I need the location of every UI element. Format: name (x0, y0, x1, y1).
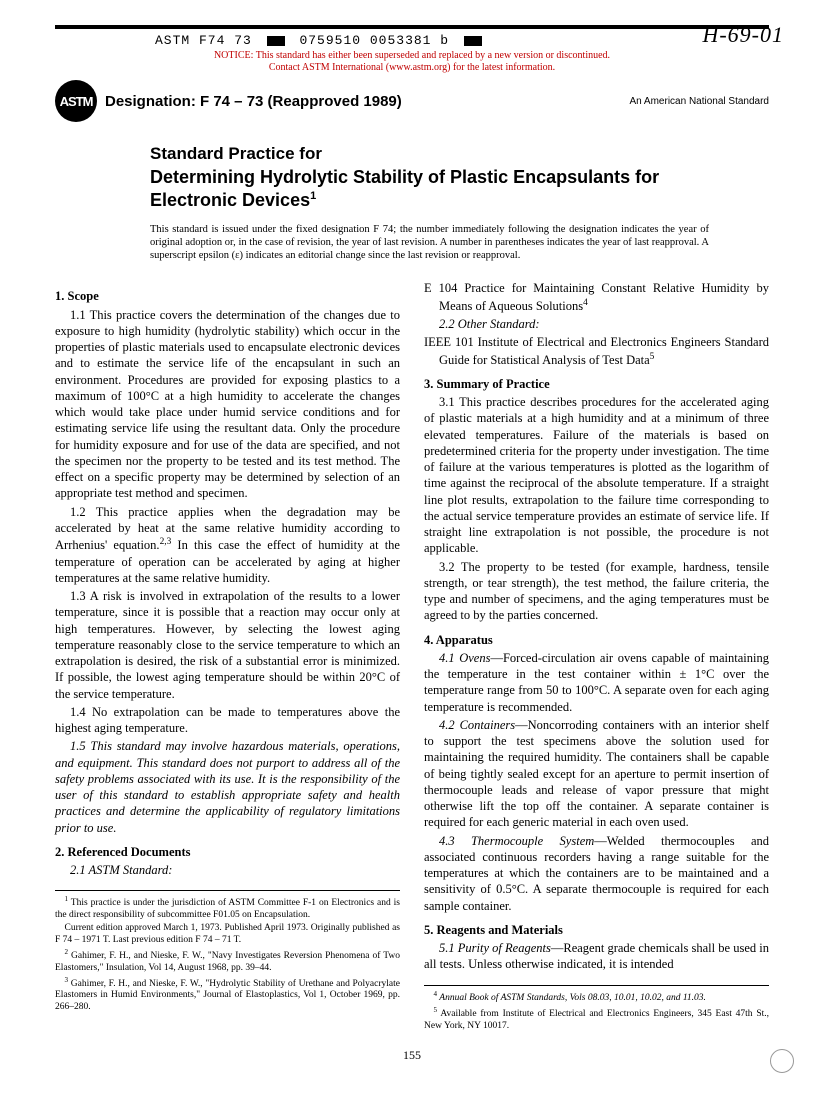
scope-heading: 1. Scope (55, 288, 400, 304)
para-3-1: 3.1 This practice describes procedures f… (424, 394, 769, 557)
footnote-4-text: Annual Book of ASTM Standards, Vols 08.0… (437, 993, 706, 1003)
notice-line-2: Contact ASTM International (www.astm.org… (269, 62, 555, 73)
ref-e104-text: E 104 Practice for Maintaining Constant … (424, 281, 769, 312)
para-2-2: 2.2 Other Standard: (424, 316, 769, 332)
ref-e104: E 104 Practice for Maintaining Constant … (424, 280, 769, 314)
sup-2-3: 2,3 (160, 537, 172, 547)
para-2-1: 2.1 ASTM Standard: (55, 862, 400, 878)
title-main-text: Determining Hydrolytic Stability of Plas… (150, 167, 659, 210)
header-seq: 0759510 0053381 b (299, 33, 449, 48)
ref-ieee-sup: 5 (650, 352, 655, 362)
block-glyph (464, 36, 482, 46)
para-5-1: 5.1 Purity of Reagents—Reagent grade che… (424, 940, 769, 973)
title-block: Standard Practice for Determining Hydrol… (150, 144, 709, 211)
para-3-2: 3.2 The property to be tested (for examp… (424, 559, 769, 624)
footnote-3-text: Gahimer, F. H., and Nieske, F. W., "Hydr… (55, 979, 400, 1012)
para-4-2: 4.2 Containers—Noncorroding containers w… (424, 717, 769, 831)
body-columns: 1. Scope 1.1 This practice covers the de… (55, 280, 769, 1032)
footnote-4: 4 Annual Book of ASTM Standards, Vols 08… (424, 990, 769, 1005)
para-1-3: 1.3 A risk is involved in extrapolation … (55, 588, 400, 702)
para-1-5: 1.5 This standard may involve hazardous … (55, 738, 400, 836)
ref-ieee: IEEE 101 Institute of Electrical and Ele… (424, 334, 769, 368)
text-4-2: —Noncorroding containers with an interio… (424, 718, 769, 830)
para-1-1: 1.1 This practice covers the determinati… (55, 307, 400, 502)
title-main: Determining Hydrolytic Stability of Plas… (150, 166, 709, 211)
footnote-1b: Current edition approved March 1, 1973. … (55, 923, 400, 946)
footnotes-left: 1 This practice is under the jurisdictio… (55, 890, 400, 1013)
page-number: 155 (55, 1048, 769, 1063)
notice-line-1: NOTICE: This standard has either been su… (214, 50, 610, 61)
block-glyph (267, 36, 285, 46)
header-code-line: ASTM F74 73 0759510 0053381 b (55, 33, 769, 48)
para-4-1: 4.1 Ovens—Forced-circulation air ovens c… (424, 650, 769, 715)
footnote-1a-text: This practice is under the jurisdiction … (55, 898, 400, 919)
notice-text: NOTICE: This standard has either been su… (55, 50, 769, 74)
document-page: ASTM F74 73 0759510 0053381 b H-69-01 NO… (0, 0, 824, 1093)
designation-left: ASTM Designation: F 74 – 73 (Reapproved … (55, 80, 402, 122)
top-rule (55, 25, 769, 29)
title-pre: Standard Practice for (150, 144, 709, 164)
ref-ieee-text: IEEE 101 Institute of Electrical and Ele… (424, 335, 769, 366)
title-sup: 1 (310, 190, 316, 202)
footnote-2: 2 Gahimer, F. H., and Nieske, F. W., "Na… (55, 948, 400, 974)
footnote-3: 3 Gahimer, F. H., and Nieske, F. W., "Hy… (55, 976, 400, 1013)
issuance-note: This standard is issued under the fixed … (150, 223, 709, 262)
label-thermocouple: 4.3 Thermocouple System (439, 834, 594, 848)
para-1-2: 1.2 This practice applies when the degra… (55, 504, 400, 586)
designation-row: ASTM Designation: F 74 – 73 (Reapproved … (55, 80, 769, 122)
refdocs-heading: 2. Referenced Documents (55, 844, 400, 860)
footnote-1: 1 This practice is under the jurisdictio… (55, 895, 400, 921)
label-containers: 4.2 Containers (439, 718, 515, 732)
ans-label: An American National Standard (629, 96, 769, 107)
punch-hole-icon (770, 1049, 794, 1073)
footnote-2-text: Gahimer, F. H., and Nieske, F. W., "Navy… (55, 951, 400, 972)
apparatus-heading: 4. Apparatus (424, 632, 769, 648)
label-ovens: 4.1 Ovens (439, 651, 490, 665)
footnote-5-text: Available from Institute of Electrical a… (424, 1009, 769, 1030)
footnote-5: 5 Available from Institute of Electrical… (424, 1006, 769, 1032)
label-purity: 5.1 Purity of Reagents (439, 941, 551, 955)
footnotes-right: 4 Annual Book of ASTM Standards, Vols 08… (424, 985, 769, 1032)
ref-e104-sup: 4 (583, 298, 588, 308)
para-4-3: 4.3 Thermocouple System—Welded thermocou… (424, 833, 769, 914)
header-code: ASTM F74 73 (155, 33, 252, 48)
astm-logo-icon: ASTM (55, 80, 97, 122)
reagents-heading: 5. Reagents and Materials (424, 922, 769, 938)
para-1-4: 1.4 No extrapolation can be made to temp… (55, 704, 400, 737)
summary-heading: 3. Summary of Practice (424, 376, 769, 392)
handwritten-annotation: H-69-01 (702, 22, 784, 48)
designation-text: Designation: F 74 – 73 (Reapproved 1989) (105, 93, 402, 110)
